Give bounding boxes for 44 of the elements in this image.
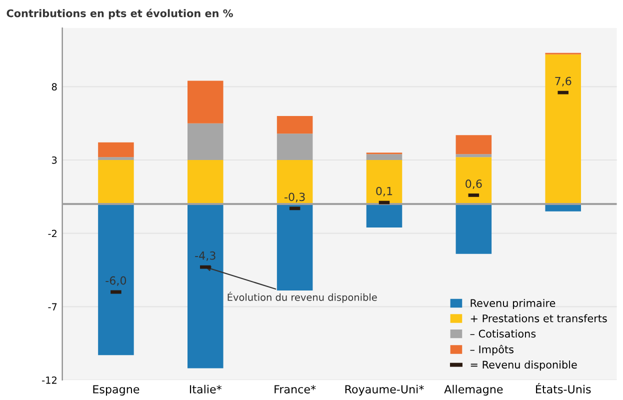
bar [98, 204, 134, 356]
data-label: -0,3 [284, 192, 305, 202]
bar [188, 204, 224, 368]
data-label: 7,6 [555, 76, 572, 86]
bar [188, 80, 224, 124]
y-tick-label: -12 [42, 376, 56, 384]
bar [456, 204, 492, 254]
legend-label: + Prestations et transferts [470, 314, 607, 322]
y-tick-label: 8 [52, 83, 57, 90]
bar [545, 54, 581, 204]
bar [276, 204, 313, 291]
x-tick-label: Italie* [190, 384, 222, 394]
annotation: Évolution du revenu disponible [228, 292, 377, 303]
bar [98, 160, 134, 204]
legend-label: Revenu primaire [470, 298, 556, 310]
x-tick-label: France* [274, 385, 316, 394]
bar [456, 154, 492, 158]
bar [366, 204, 402, 228]
chart-title: Contributions en pts et évolution en % [6, 8, 233, 20]
legend-label: = Revenu disponible [470, 360, 577, 371]
y-tick-label: -7 [48, 303, 57, 310]
bar [98, 157, 134, 160]
bar [366, 154, 402, 160]
data-label: 0,1 [376, 186, 392, 196]
bar [276, 160, 313, 204]
bar [98, 142, 134, 158]
x-tick-label: Royaume-Uni* [345, 384, 424, 396]
bar [366, 160, 402, 204]
bar [456, 135, 492, 154]
bar [276, 134, 313, 160]
x-tick-label: États-Unis [536, 383, 591, 394]
data-label: 0,6 [466, 180, 482, 190]
bar [188, 123, 224, 160]
bar [188, 160, 224, 204]
x-tick-label: Allemagne [444, 384, 503, 396]
bar [276, 116, 313, 134]
legend-label: – Cotisations [470, 330, 536, 338]
x-tick-label: Espagne [93, 385, 140, 396]
y-tick-label: 3 [52, 156, 57, 164]
data-label: -4,3 [195, 251, 216, 261]
legend-label: – Impôts [470, 344, 514, 356]
data-label: -6,0 [106, 276, 126, 286]
y-tick-label: -2 [48, 230, 56, 238]
bar [456, 157, 492, 204]
